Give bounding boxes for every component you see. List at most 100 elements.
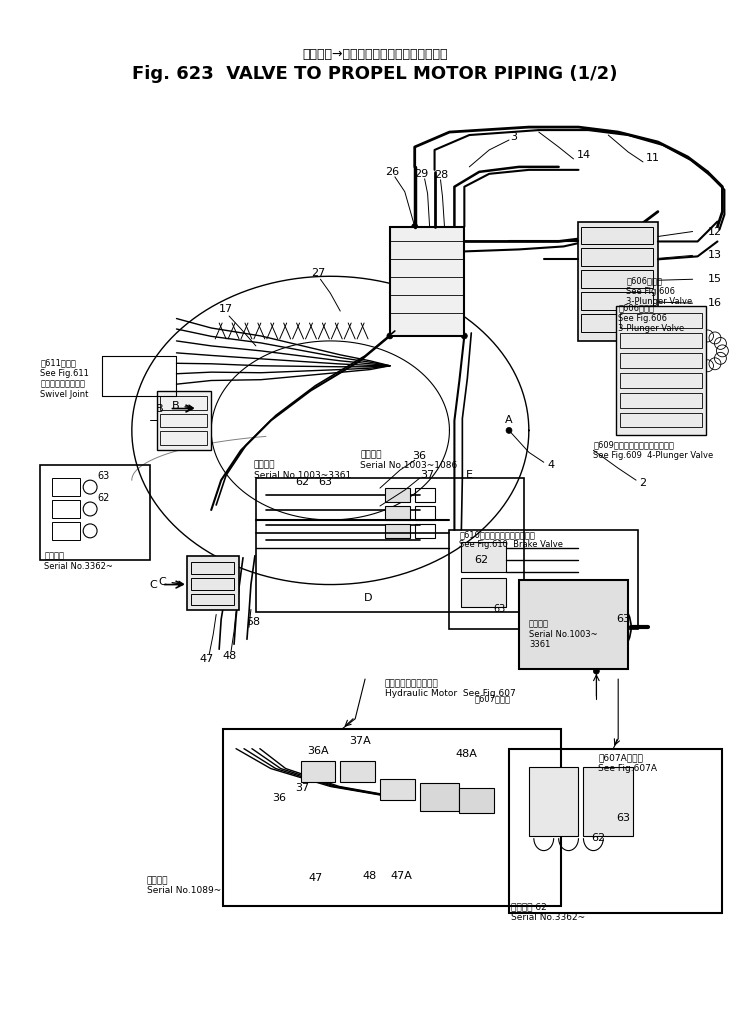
Bar (581, 271, 653, 288)
Text: 3: 3 (511, 132, 517, 142)
Bar (53, 500, 80, 518)
Text: 47A: 47A (391, 871, 413, 881)
Text: 36: 36 (272, 793, 285, 803)
Text: 16: 16 (707, 298, 722, 308)
Bar (390, 226, 464, 336)
Text: 37: 37 (421, 470, 435, 481)
Circle shape (387, 333, 393, 339)
Text: 第606図参照
See Fig.606
3-Plunger Valve: 第606図参照 See Fig.606 3-Plunger Valve (626, 276, 692, 306)
Bar (41, 465, 149, 560)
Text: 37: 37 (295, 784, 309, 793)
Bar (380, 779, 415, 800)
Text: B: B (172, 401, 193, 411)
Bar (620, 413, 701, 428)
Text: 通用号機 62
Serial No.3362~: 通用号機 62 Serial No.3362~ (511, 902, 585, 922)
Text: 62: 62 (296, 478, 309, 487)
Bar (461, 578, 506, 607)
Bar (578, 222, 658, 341)
Bar (160, 395, 207, 410)
Bar (449, 530, 638, 630)
Circle shape (593, 668, 599, 674)
Text: C: C (158, 577, 183, 586)
Text: 11: 11 (646, 153, 660, 163)
Bar (192, 578, 234, 589)
Bar (584, 767, 633, 837)
Text: 第609図参照　プランジャバルブ
See Fig.609  4-Plunger Valve: 第609図参照 プランジャバルブ See Fig.609 4-Plunger V… (593, 440, 713, 459)
Text: 48: 48 (363, 871, 377, 881)
Bar (581, 292, 653, 310)
Text: 63: 63 (616, 614, 630, 625)
Bar (509, 748, 722, 913)
Text: 通用号機
Serial No.1089~: 通用号機 Serial No.1089~ (146, 876, 221, 895)
Text: 48: 48 (222, 651, 237, 661)
Text: 36A: 36A (308, 745, 329, 755)
Text: 14: 14 (576, 150, 590, 160)
Bar (415, 488, 435, 502)
Bar (519, 580, 628, 669)
Text: 第611図参照
See Fig.611
スイベルジョイント
Swivel Joint: 第611図参照 See Fig.611 スイベルジョイント Swivel Joi… (41, 359, 89, 400)
Bar (460, 789, 494, 813)
Text: 17: 17 (219, 304, 233, 314)
Bar (385, 524, 410, 537)
Bar (620, 313, 701, 328)
Bar (160, 414, 207, 428)
Text: 47: 47 (199, 654, 213, 664)
Text: 63: 63 (318, 478, 333, 487)
Text: 48A: 48A (455, 748, 478, 758)
Text: 62: 62 (474, 555, 488, 565)
Bar (620, 373, 701, 387)
Text: 63: 63 (97, 472, 110, 482)
Bar (415, 524, 435, 537)
Bar (581, 314, 653, 332)
Bar (620, 392, 701, 408)
Text: 12: 12 (707, 226, 722, 236)
Bar (581, 248, 653, 267)
Bar (192, 562, 234, 574)
Text: C: C (149, 580, 157, 589)
Bar (385, 488, 410, 502)
Text: E: E (466, 470, 473, 481)
Text: 15: 15 (707, 274, 722, 284)
Text: 63: 63 (493, 604, 505, 614)
Bar (256, 479, 524, 612)
Text: 28: 28 (434, 169, 448, 179)
Bar (620, 353, 701, 368)
Text: 第606図参照
See Fig.606
3-Plunger Valve: 第606図参照 See Fig.606 3-Plunger Valve (618, 303, 684, 333)
Text: 36: 36 (412, 451, 427, 461)
Text: 2: 2 (639, 479, 647, 488)
Text: 27: 27 (312, 269, 325, 278)
Bar (529, 767, 578, 837)
Text: D: D (363, 592, 372, 602)
Text: 62: 62 (97, 493, 110, 503)
Text: 58: 58 (246, 618, 260, 628)
Circle shape (412, 223, 418, 229)
Bar (223, 729, 560, 906)
Text: 62: 62 (591, 834, 605, 844)
Text: バルブ　→プロペル　モータ　パイピング: バルブ →プロペル モータ パイピング (302, 48, 448, 61)
Text: 通用号機
Serial No.1003~1086: 通用号機 Serial No.1003~1086 (360, 450, 457, 469)
Circle shape (591, 623, 602, 633)
Bar (53, 479, 80, 496)
Text: ハイドロリックモータ
Hydraulic Motor  See Fig.607: ハイドロリックモータ Hydraulic Motor See Fig.607 (385, 679, 516, 699)
Bar (160, 431, 207, 445)
Text: A: A (505, 416, 513, 426)
Text: 第607A図参照
See Fig.607A: 第607A図参照 See Fig.607A (599, 753, 657, 773)
Text: 第610図参照　ブレーキバルブ
See Fig.610  Brake Valve: 第610図参照 ブレーキバルブ See Fig.610 Brake Valve (460, 530, 563, 550)
Bar (157, 390, 211, 450)
Text: 第607図参照: 第607図参照 (475, 694, 510, 703)
Bar (340, 760, 375, 783)
Bar (617, 306, 705, 435)
Bar (415, 506, 435, 520)
Bar (620, 333, 701, 348)
Text: 26: 26 (385, 167, 399, 176)
Text: 4: 4 (547, 460, 554, 470)
Bar (192, 593, 234, 605)
Text: 通用号机
Serial No.3362~: 通用号机 Serial No.3362~ (44, 552, 113, 571)
Circle shape (461, 333, 467, 339)
Text: B: B (156, 404, 164, 414)
Text: 37A: 37A (349, 736, 371, 745)
Circle shape (562, 592, 631, 662)
Bar (420, 784, 460, 811)
Text: Fig. 623  VALVE TO PROPEL MOTOR PIPING (1/2): Fig. 623 VALVE TO PROPEL MOTOR PIPING (1… (132, 65, 618, 83)
Text: 63: 63 (616, 813, 630, 823)
